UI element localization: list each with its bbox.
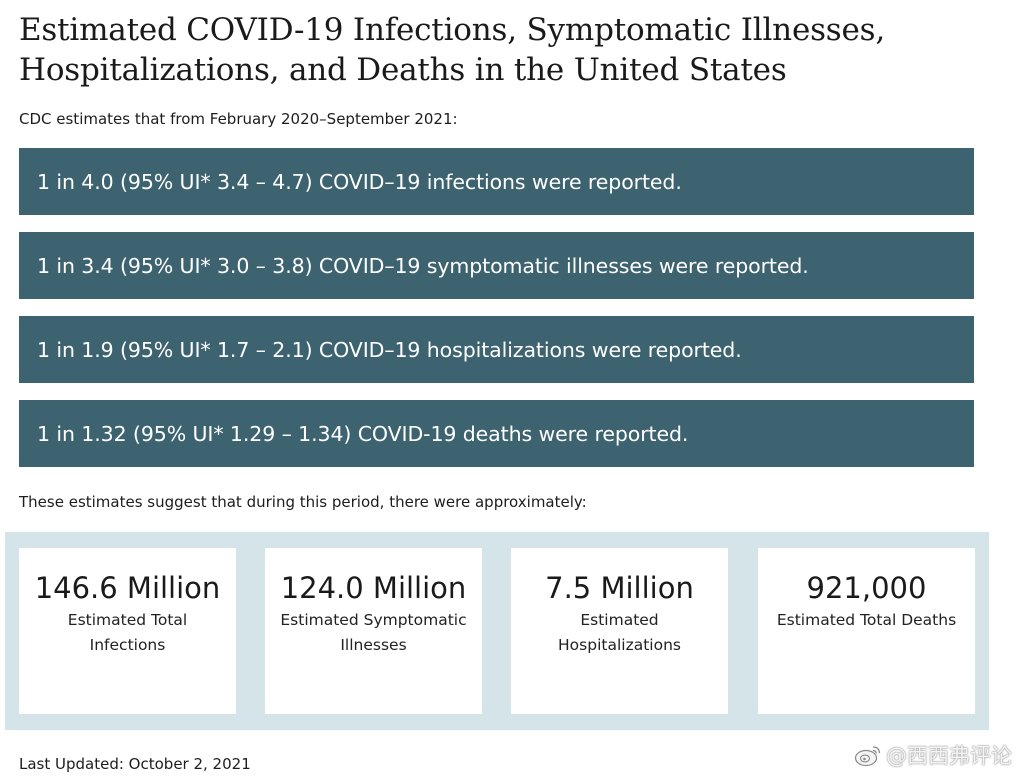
hospitalizations-card: 7.5 Million Estimated Hospitalizations: [511, 548, 728, 714]
estimate-period-text: CDC estimates that from February 2020–Se…: [19, 110, 458, 128]
symptomatic-illnesses-card: 124.0 Million Estimated Symptomatic Illn…: [265, 548, 482, 714]
total-infections-value: 146.6 Million: [34, 571, 221, 605]
last-updated-text: Last Updated: October 2, 2021: [19, 755, 251, 773]
weibo-handle: @西西弗评论: [886, 744, 1012, 768]
hospitalizations-ratio-box: 1 in 1.9 (95% UI* 1.7 – 2.1) COVID–19 ho…: [19, 316, 974, 383]
deaths-ratio-box: 1 in 1.32 (95% UI* 1.29 – 1.34) COVID-19…: [19, 400, 974, 467]
page-title: Estimated COVID-19 Infections, Symptomat…: [19, 12, 886, 88]
total-deaths-value: 921,000: [806, 571, 927, 605]
symptomatic-illnesses-label: Estimated Symptomatic Illnesses: [280, 611, 467, 654]
reporting-ratios-list: 1 in 4.0 (95% UI* 3.4 – 4.7) COVID–19 in…: [19, 148, 974, 467]
symptomatic-illnesses-ratio-box: 1 in 3.4 (95% UI* 3.0 – 3.8) COVID–19 sy…: [19, 232, 974, 299]
weibo-watermark: @西西弗评论: [854, 740, 1012, 770]
estimates-panel: 146.6 Million Estimated Total Infections…: [5, 532, 989, 730]
total-infections-label: Estimated Total Infections: [67, 611, 188, 654]
hospitalizations-label: Estimated Hospitalizations: [558, 611, 681, 654]
hospitalizations-value: 7.5 Million: [545, 571, 694, 605]
total-infections-card: 146.6 Million Estimated Total Infections: [19, 548, 236, 714]
weibo-icon: [854, 743, 882, 767]
estimates-intro-text: These estimates suggest that during this…: [19, 493, 587, 511]
total-deaths-label: Estimated Total Deaths: [776, 611, 957, 629]
symptomatic-illnesses-value: 124.0 Million: [280, 571, 467, 605]
total-deaths-card: 921,000 Estimated Total Deaths: [758, 548, 975, 714]
infections-ratio-box: 1 in 4.0 (95% UI* 3.4 – 4.7) COVID–19 in…: [19, 148, 974, 215]
